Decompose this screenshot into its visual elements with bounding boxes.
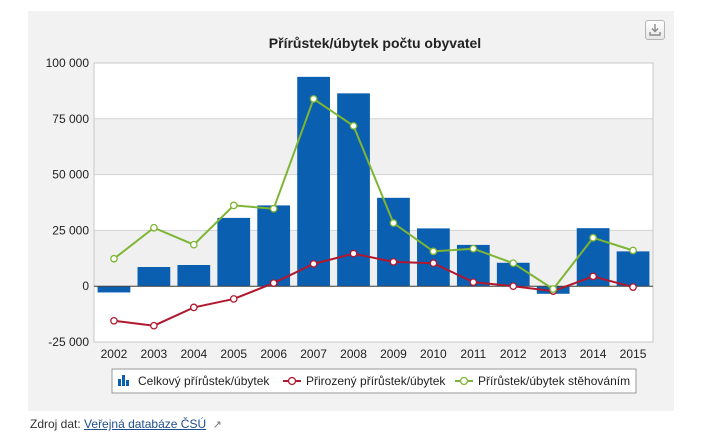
legend-label-3[interactable]: Přírůstek/úbytek stěhováním bbox=[478, 374, 630, 388]
x-tick-label: 2006 bbox=[260, 347, 287, 361]
point-1-2009[interactable] bbox=[389, 258, 398, 266]
bar-2004[interactable] bbox=[177, 264, 211, 287]
point-2-2004[interactable] bbox=[189, 240, 198, 249]
x-tick-label: 2013 bbox=[540, 347, 567, 361]
legend: Celkový přírůstek/úbytek Přirozený přírůs… bbox=[111, 368, 637, 394]
plot-background bbox=[94, 63, 653, 342]
point-1-2006[interactable] bbox=[269, 279, 278, 287]
bar-2006[interactable] bbox=[257, 205, 291, 287]
point-2-2012[interactable] bbox=[509, 259, 518, 268]
x-tick-label: 2002 bbox=[101, 347, 128, 361]
y-tick-label: -25 000 bbox=[48, 335, 89, 349]
x-tick-label: 2011 bbox=[460, 347, 486, 361]
plot-frame bbox=[93, 62, 654, 343]
bar-2005[interactable] bbox=[217, 217, 251, 287]
export-button[interactable] bbox=[645, 20, 665, 40]
point-1-2008[interactable] bbox=[349, 249, 358, 258]
x-tick-label: 2008 bbox=[340, 347, 367, 361]
point-1-2003[interactable] bbox=[150, 321, 158, 330]
point-1-2015[interactable] bbox=[629, 283, 637, 291]
point-2-2006[interactable] bbox=[269, 204, 278, 213]
grid-band bbox=[94, 118, 653, 175]
point-1-2007[interactable] bbox=[309, 260, 318, 268]
point-2-2002[interactable] bbox=[110, 254, 118, 263]
legend-label-1[interactable]: Celkový přírůstek/úbytek bbox=[138, 374, 270, 388]
bar-2015[interactable] bbox=[616, 251, 650, 287]
point-1-2012[interactable] bbox=[509, 282, 518, 291]
x-tick-label: 2003 bbox=[141, 347, 168, 361]
point-2-2005[interactable] bbox=[229, 201, 238, 210]
y-tick-label: 25 000 bbox=[52, 223, 89, 237]
point-2-2015[interactable] bbox=[629, 246, 637, 255]
y-tick-label: 100 000 bbox=[46, 56, 90, 70]
point-1-2005[interactable] bbox=[229, 295, 238, 303]
series-line-1 bbox=[113, 252, 634, 327]
point-2-2008[interactable] bbox=[349, 122, 358, 130]
point-2-2014[interactable] bbox=[589, 233, 597, 242]
point-1-2011[interactable] bbox=[469, 278, 478, 287]
legend-box bbox=[111, 368, 637, 394]
point-2-2003[interactable] bbox=[150, 223, 158, 232]
external-link-icon: ↗ bbox=[212, 419, 222, 431]
point-1-2014[interactable] bbox=[589, 272, 597, 281]
point-1-2002[interactable] bbox=[110, 316, 118, 325]
data-source: Zdroj dat: Veřejná databáze ČSÚ ↗ bbox=[30, 417, 222, 431]
y-tick-label: 75 000 bbox=[52, 112, 89, 126]
point-1-2010[interactable] bbox=[429, 259, 438, 268]
x-tick-label: 2005 bbox=[220, 347, 247, 361]
point-2-2013[interactable] bbox=[549, 285, 558, 293]
chart-title: Přírůstek/úbytek počtu obyvatel bbox=[269, 35, 481, 51]
legend-line-icon bbox=[455, 376, 473, 386]
bar-2003[interactable] bbox=[137, 267, 171, 287]
legend-line-icon bbox=[283, 376, 301, 386]
legend-label-2[interactable]: Přirozený přírůstek/úbytek bbox=[306, 374, 446, 388]
legend-bar-icon bbox=[118, 375, 129, 386]
x-tick-label: 2012 bbox=[500, 347, 527, 361]
point-2-2011[interactable] bbox=[469, 244, 478, 253]
series-line-2 bbox=[113, 97, 634, 291]
point-1-2004[interactable] bbox=[189, 303, 198, 312]
point-2-2010[interactable] bbox=[429, 247, 438, 256]
y-tick-label: 50 000 bbox=[52, 168, 89, 182]
y-tick-label: 0 bbox=[82, 279, 89, 293]
bar-2009[interactable] bbox=[377, 197, 410, 287]
x-tick-label: 2009 bbox=[380, 347, 407, 361]
bar-2007[interactable] bbox=[297, 76, 330, 287]
bar-2002[interactable] bbox=[97, 286, 131, 293]
source-link[interactable]: Veřejná databáze ČSÚ bbox=[84, 417, 207, 431]
x-tick-label: 2014 bbox=[580, 347, 607, 361]
point-2-2009[interactable] bbox=[389, 219, 398, 227]
x-tick-label: 2010 bbox=[420, 347, 447, 361]
x-tick-label: 2004 bbox=[180, 347, 207, 361]
x-tick-label: 2015 bbox=[620, 347, 647, 361]
source-label: Zdroj dat: bbox=[30, 417, 81, 431]
point-2-2007[interactable] bbox=[309, 95, 318, 103]
x-tick-label: 2007 bbox=[300, 347, 327, 361]
bar-2010[interactable] bbox=[417, 228, 450, 287]
download-icon bbox=[649, 24, 661, 36]
